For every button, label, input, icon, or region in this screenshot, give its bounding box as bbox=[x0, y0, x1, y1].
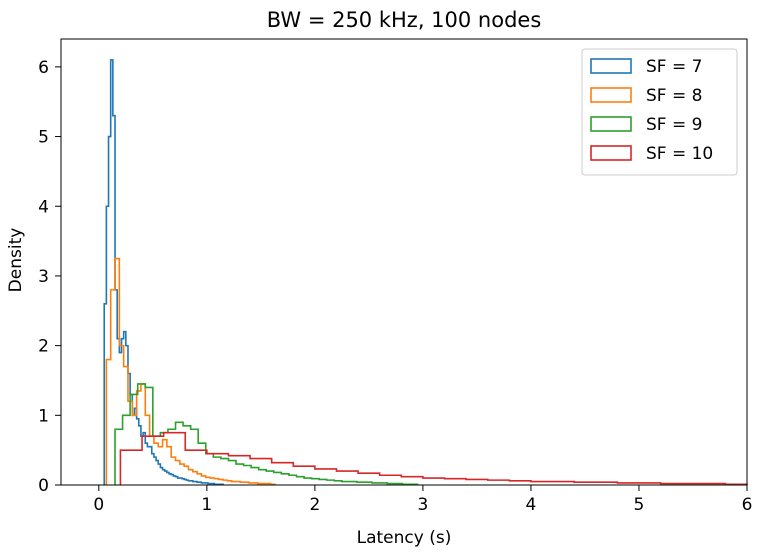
axes-frame bbox=[60, 38, 748, 486]
legend-label-sf-9: SF = 9 bbox=[646, 115, 702, 135]
legend-swatch-sf-9 bbox=[590, 116, 632, 132]
y-tick-label: 6 bbox=[38, 58, 49, 78]
plot-area: 0 1 2 3 4 5 6 0 1 2 3 4 5 6 bbox=[38, 38, 753, 515]
y-tick-label: 4 bbox=[38, 197, 49, 217]
y-tick-label: 5 bbox=[38, 128, 49, 148]
x-tick-label: 6 bbox=[742, 495, 753, 515]
y-tick-label: 0 bbox=[38, 476, 49, 496]
legend-frame bbox=[581, 48, 738, 176]
x-tick-label: 4 bbox=[526, 495, 537, 515]
y-tick-label: 2 bbox=[38, 337, 49, 357]
y-tick-label: 3 bbox=[38, 267, 49, 287]
x-axis-label: Latency (s) bbox=[357, 528, 452, 548]
x-tick-label: 0 bbox=[93, 495, 104, 515]
x-tick-label: 3 bbox=[417, 495, 428, 515]
series-line-sf-9 bbox=[114, 383, 419, 486]
series-line-sf-8 bbox=[105, 257, 276, 486]
legend-swatch-sf-8 bbox=[590, 87, 632, 103]
legend-label-sf-10: SF = 10 bbox=[646, 144, 713, 164]
legend-swatch-sf-7 bbox=[590, 58, 632, 74]
x-tick-label: 2 bbox=[309, 495, 320, 515]
series-line-sf-10 bbox=[119, 431, 748, 486]
x-tick-label: 1 bbox=[201, 495, 212, 515]
legend-label-sf-7: SF = 7 bbox=[646, 57, 702, 77]
chart-title: BW = 250 kHz, 100 nodes bbox=[267, 8, 542, 32]
legend: SF = 7 SF = 8 SF = 9 SF = 10 bbox=[581, 48, 738, 176]
legend-label-sf-8: SF = 8 bbox=[646, 86, 702, 106]
y-axis-label: Density bbox=[6, 228, 26, 293]
x-tick-label: 5 bbox=[634, 495, 645, 515]
y-tick-label: 1 bbox=[38, 406, 49, 426]
legend-swatch-sf-10 bbox=[590, 145, 632, 161]
